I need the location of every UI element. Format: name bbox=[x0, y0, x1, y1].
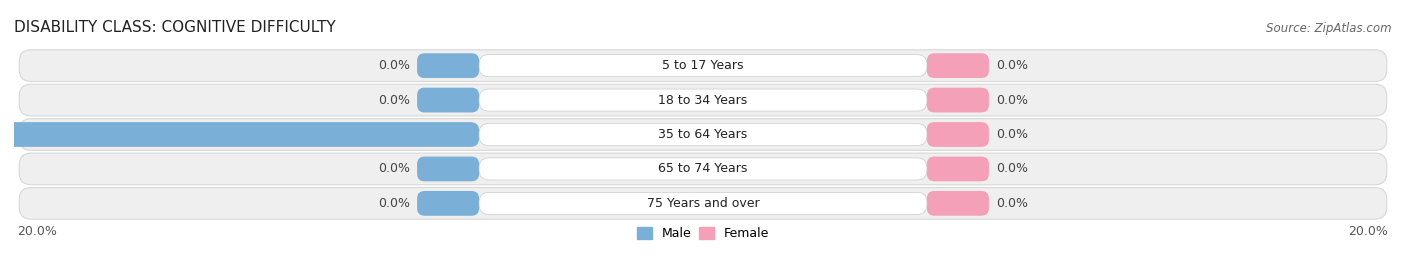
FancyBboxPatch shape bbox=[927, 157, 988, 181]
Text: 20.0%: 20.0% bbox=[1348, 225, 1389, 238]
FancyBboxPatch shape bbox=[927, 88, 988, 112]
Text: 35 to 64 Years: 35 to 64 Years bbox=[658, 128, 748, 141]
FancyBboxPatch shape bbox=[418, 88, 479, 112]
Text: 0.0%: 0.0% bbox=[378, 94, 411, 107]
Text: 5 to 17 Years: 5 to 17 Years bbox=[662, 59, 744, 72]
FancyBboxPatch shape bbox=[927, 191, 988, 216]
FancyBboxPatch shape bbox=[20, 84, 1386, 116]
Text: DISABILITY CLASS: COGNITIVE DIFFICULTY: DISABILITY CLASS: COGNITIVE DIFFICULTY bbox=[14, 20, 336, 35]
Text: 15.4%: 15.4% bbox=[0, 128, 10, 141]
FancyBboxPatch shape bbox=[479, 123, 927, 146]
FancyBboxPatch shape bbox=[20, 187, 1386, 219]
FancyBboxPatch shape bbox=[418, 191, 479, 216]
Text: 0.0%: 0.0% bbox=[995, 94, 1028, 107]
Legend: Male, Female: Male, Female bbox=[631, 222, 775, 245]
FancyBboxPatch shape bbox=[20, 153, 1386, 185]
Text: 0.0%: 0.0% bbox=[995, 162, 1028, 175]
Text: 0.0%: 0.0% bbox=[378, 197, 411, 210]
FancyBboxPatch shape bbox=[479, 192, 927, 214]
Text: 0.0%: 0.0% bbox=[995, 197, 1028, 210]
Text: 0.0%: 0.0% bbox=[995, 128, 1028, 141]
Text: 20.0%: 20.0% bbox=[17, 225, 58, 238]
Text: Source: ZipAtlas.com: Source: ZipAtlas.com bbox=[1267, 22, 1392, 35]
Text: 0.0%: 0.0% bbox=[378, 162, 411, 175]
FancyBboxPatch shape bbox=[927, 53, 988, 78]
Text: 18 to 34 Years: 18 to 34 Years bbox=[658, 94, 748, 107]
FancyBboxPatch shape bbox=[418, 53, 479, 78]
Text: 0.0%: 0.0% bbox=[378, 59, 411, 72]
FancyBboxPatch shape bbox=[479, 89, 927, 111]
FancyBboxPatch shape bbox=[20, 119, 1386, 150]
FancyBboxPatch shape bbox=[20, 50, 1386, 82]
Text: 0.0%: 0.0% bbox=[995, 59, 1028, 72]
FancyBboxPatch shape bbox=[479, 55, 927, 77]
Text: 75 Years and over: 75 Years and over bbox=[647, 197, 759, 210]
FancyBboxPatch shape bbox=[479, 158, 927, 180]
FancyBboxPatch shape bbox=[418, 157, 479, 181]
Text: 65 to 74 Years: 65 to 74 Years bbox=[658, 162, 748, 175]
FancyBboxPatch shape bbox=[927, 122, 988, 147]
FancyBboxPatch shape bbox=[0, 122, 479, 147]
